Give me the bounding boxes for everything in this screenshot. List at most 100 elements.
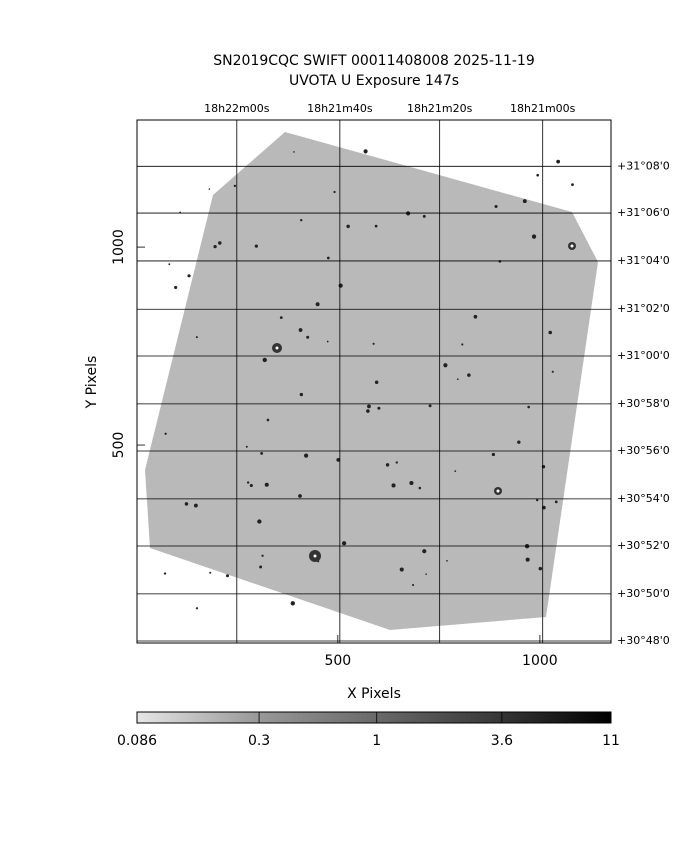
source: [300, 218, 303, 222]
image-sources: [163, 149, 576, 610]
y-tick-label: 500: [111, 432, 127, 459]
source: [333, 190, 336, 194]
y-axis-label: Y Pixels: [84, 356, 100, 410]
source: [264, 482, 269, 487]
source: [246, 481, 250, 484]
source: [257, 519, 262, 524]
source: [261, 554, 264, 557]
right-tick-label: +31°00'0: [617, 349, 670, 362]
source: [409, 480, 414, 486]
colorbar-tick-label: 0.086: [117, 733, 157, 749]
chart-title: SN2019CQC SWIFT 00011408008 2025-11-19: [213, 53, 534, 69]
right-tick-label: +31°08'0: [617, 159, 670, 172]
source: [208, 188, 211, 190]
source: [164, 432, 167, 435]
right-tick-label: +31°06'0: [617, 206, 670, 219]
source: [279, 316, 283, 320]
source: [254, 244, 258, 248]
right-tick-label: +30°58'0: [617, 397, 670, 410]
source: [303, 453, 309, 458]
source: [494, 204, 498, 209]
plot-frame: [136, 119, 612, 644]
source-core: [570, 244, 574, 248]
source: [536, 173, 539, 177]
source: [372, 342, 375, 345]
colorbar: [136, 711, 612, 724]
source: [260, 452, 264, 455]
source: [446, 559, 448, 562]
source: [422, 549, 427, 554]
source: [298, 494, 302, 498]
source: [422, 214, 426, 218]
source: [377, 406, 381, 410]
top-tick-label: 18h21m40s: [307, 102, 373, 115]
source: [346, 224, 350, 229]
source: [374, 380, 379, 385]
colorbar-tick-label: 11: [602, 733, 620, 749]
right-tick-label: +30°52'0: [617, 539, 670, 552]
source: [571, 183, 574, 186]
source: [454, 470, 457, 472]
source: [461, 343, 464, 346]
source: [262, 357, 267, 363]
x-axis-label: X Pixels: [347, 686, 401, 702]
source: [395, 461, 398, 464]
right-tick-label: +30°48'0: [617, 634, 670, 647]
source: [218, 241, 222, 245]
x-tick-label: 1000: [522, 653, 558, 669]
source-core: [313, 554, 317, 558]
source: [195, 607, 199, 610]
source: [163, 572, 167, 575]
source-core: [275, 346, 279, 350]
source: [341, 541, 347, 546]
source: [473, 314, 478, 319]
source: [174, 285, 178, 290]
source: [531, 234, 537, 239]
source: [525, 557, 530, 562]
right-tick-label: +30°56'0: [617, 444, 670, 457]
x-tick-label: 500: [324, 653, 351, 669]
source: [399, 567, 404, 572]
source: [538, 566, 543, 571]
source: [336, 458, 341, 462]
right-tick-label: +31°04'0: [617, 254, 670, 267]
source: [541, 465, 546, 469]
top-tick-label: 18h22m00s: [204, 102, 270, 115]
right-tick-label: +30°50'0: [617, 587, 670, 600]
source: [326, 256, 330, 260]
source: [209, 571, 212, 574]
source: [193, 503, 198, 508]
source: [363, 149, 368, 154]
source: [338, 283, 343, 288]
source: [298, 328, 303, 332]
source: [548, 330, 553, 335]
right-tick-label: +31°02'0: [617, 302, 670, 315]
source: [491, 452, 495, 457]
source: [225, 574, 230, 578]
source: [467, 373, 471, 377]
source: [259, 565, 263, 569]
source: [266, 418, 270, 422]
top-tick-label: 18h21m20s: [407, 102, 473, 115]
source: [428, 404, 432, 408]
source: [293, 151, 295, 153]
source: [213, 245, 217, 249]
source: [366, 409, 370, 413]
source: [391, 483, 396, 488]
top-tick-label: 18h21m00s: [510, 102, 576, 115]
source: [527, 405, 530, 409]
source: [443, 363, 448, 368]
exposure-image: [145, 132, 598, 630]
source: [517, 440, 521, 444]
source: [168, 263, 171, 266]
source: [418, 486, 422, 490]
source: [554, 500, 558, 504]
source: [299, 392, 304, 397]
source: [326, 340, 329, 343]
source: [556, 159, 561, 164]
source: [456, 378, 459, 381]
colorbar-tick-label: 3.6: [491, 733, 513, 749]
source: [233, 184, 237, 188]
colorbar-tick-label: 1: [372, 733, 381, 749]
source: [425, 573, 427, 576]
